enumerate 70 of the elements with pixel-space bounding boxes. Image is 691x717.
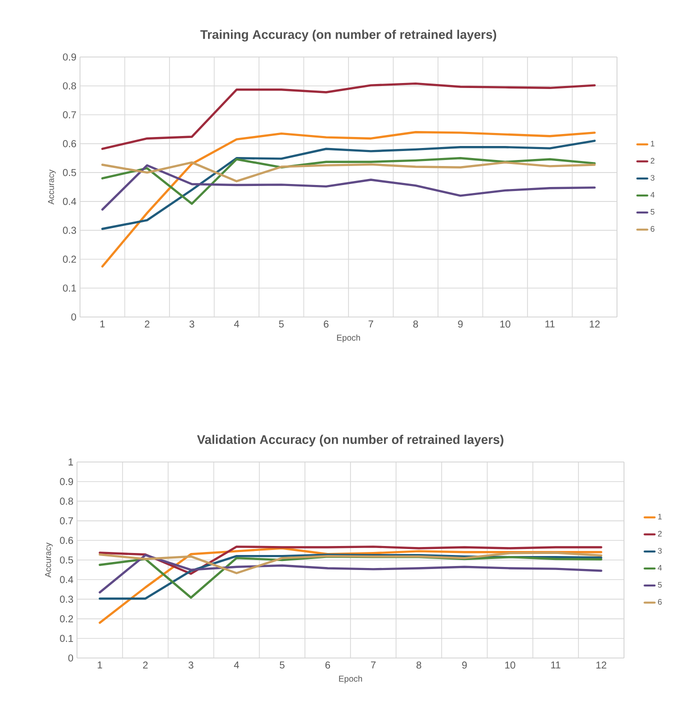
y-tick-label: 0.3 xyxy=(62,226,76,234)
x-axis-title: Epoch xyxy=(339,675,362,684)
line-series xyxy=(101,164,596,211)
y-axis-title: Accuracy xyxy=(45,542,53,578)
y-tick-label: 0.3 xyxy=(60,596,74,603)
y-tick-label: 0.9 xyxy=(60,478,74,486)
y-tick-label: 0.5 xyxy=(60,556,74,564)
x-tick-label: 11 xyxy=(545,320,555,328)
x-tick-label: 8 xyxy=(413,320,418,328)
x-tick-label: 1 xyxy=(100,320,105,328)
legend-label: 1 xyxy=(658,514,662,520)
legend-label: 4 xyxy=(650,192,655,198)
legend-label: 1 xyxy=(650,140,654,146)
x-tick-label: 10 xyxy=(500,320,510,328)
y-tick-label: 0.2 xyxy=(60,615,73,622)
x-tick-label: 3 xyxy=(188,662,194,669)
y-tick-label: 0.4 xyxy=(60,576,74,584)
y-tick-label: 1 xyxy=(68,458,73,466)
line-series xyxy=(101,161,596,182)
y-tick-label: 0.5 xyxy=(62,169,76,176)
legend-label: 3 xyxy=(650,174,654,181)
y-axis-title: Accuracy xyxy=(48,170,56,204)
x-tick-label: 8 xyxy=(416,662,422,669)
legend-label: 6 xyxy=(658,599,662,605)
x-tick-label: 4 xyxy=(234,662,240,668)
y-tick-label: 0.7 xyxy=(62,111,76,118)
x-tick-label: 6 xyxy=(324,320,328,328)
y-tick-label: 0 xyxy=(71,313,76,321)
x-tick-label: 6 xyxy=(325,662,330,669)
line-series xyxy=(101,82,596,150)
x-tick-label: 2 xyxy=(143,662,148,669)
x-tick-label: 7 xyxy=(368,320,374,328)
x-tick-label: 2 xyxy=(144,320,150,328)
y-tick-label: 0.6 xyxy=(60,536,74,544)
y-tick-label: 0.6 xyxy=(62,140,76,148)
y-tick-label: 0.7 xyxy=(60,517,73,524)
y-tick-label: 0 xyxy=(68,654,74,662)
y-tick-label: 0.4 xyxy=(62,198,76,205)
legend-label: 4 xyxy=(658,565,662,571)
y-tick-label: 0.1 xyxy=(60,634,73,642)
legend-label: 3 xyxy=(658,548,662,554)
legend-label: 5 xyxy=(658,582,662,588)
x-tick-label: 10 xyxy=(505,662,516,669)
x-tick-label: 12 xyxy=(590,320,600,328)
x-tick-label: 11 xyxy=(551,662,560,668)
x-tick-label: 9 xyxy=(462,662,467,669)
y-tick-label: 0.9 xyxy=(62,53,76,61)
y-tick-label: 0.8 xyxy=(60,498,74,505)
line-series xyxy=(98,552,602,574)
legend-label: 6 xyxy=(650,226,654,232)
x-tick-label: 4 xyxy=(234,320,240,328)
x-tick-label: 5 xyxy=(280,662,284,669)
legend-label: 2 xyxy=(650,158,654,164)
x-tick-label: 12 xyxy=(596,662,606,669)
x-tick-label: 7 xyxy=(371,662,376,668)
x-axis-title: Epoch xyxy=(337,334,360,342)
x-tick-label: 5 xyxy=(279,320,284,328)
x-tick-label: 1 xyxy=(98,662,102,668)
y-tick-label: 0.1 xyxy=(62,284,76,292)
line-series xyxy=(101,157,596,205)
y-tick-label: 0.8 xyxy=(62,82,76,90)
chart-title: Training Accuracy (on number of retrained layers) xyxy=(200,30,496,42)
x-tick-label: 3 xyxy=(189,320,194,328)
line-series xyxy=(98,546,602,575)
legend-label: 5 xyxy=(650,209,654,215)
legend-label: 2 xyxy=(658,530,662,536)
x-tick-label: 9 xyxy=(458,320,463,328)
y-tick-label: 0.2 xyxy=(62,256,76,263)
chart-title: Validation Accuracy (on number of retrained layers) xyxy=(197,434,504,446)
line-series xyxy=(101,140,596,230)
